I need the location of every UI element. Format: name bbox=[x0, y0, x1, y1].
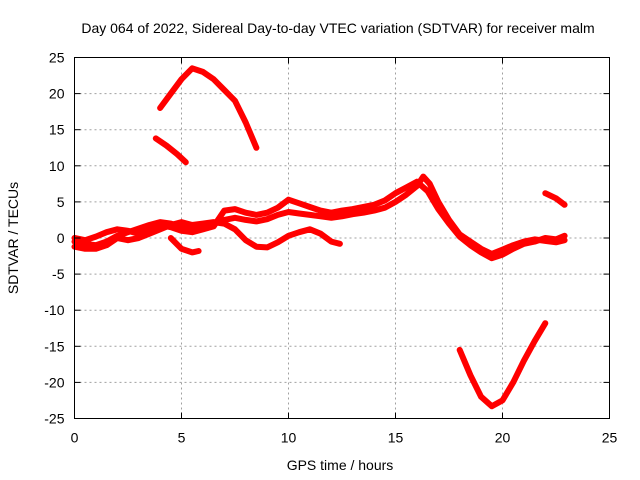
y-tick-label: -25 bbox=[44, 411, 64, 427]
series-layer bbox=[71, 65, 568, 410]
y-tick-labels: -25 -20 -15 -10 -5 0 5 10 15 20 25 bbox=[44, 50, 64, 427]
x-tick-label: 20 bbox=[495, 430, 511, 446]
x-tick-labels: 0 5 10 15 20 25 bbox=[71, 430, 618, 446]
series-trace-f bbox=[152, 135, 189, 166]
y-tick-label: 25 bbox=[49, 50, 65, 66]
x-tick-label: 15 bbox=[388, 430, 404, 446]
y-tick-label: 0 bbox=[57, 230, 65, 246]
series-trace-d bbox=[167, 235, 202, 256]
y-tick-label: 15 bbox=[49, 122, 65, 138]
x-axis-label: GPS time / hours bbox=[287, 457, 394, 473]
series-trace-a bbox=[71, 173, 568, 257]
x-tick-label: 5 bbox=[178, 430, 186, 446]
x-tick-label: 0 bbox=[71, 430, 79, 446]
x-tick-label: 10 bbox=[281, 430, 297, 446]
y-tick-label: -10 bbox=[44, 302, 64, 318]
x-tick-label: 25 bbox=[602, 430, 618, 446]
y-tick-label: 5 bbox=[57, 194, 65, 210]
series-trace-g bbox=[456, 320, 549, 410]
series-trace-e bbox=[157, 65, 260, 151]
y-axis-label: SDTVAR / TECUs bbox=[5, 182, 21, 294]
y-tick-label: -15 bbox=[44, 338, 64, 354]
series-trace-h bbox=[542, 190, 568, 208]
axis-ticks bbox=[74, 57, 610, 419]
y-tick-label: 20 bbox=[49, 86, 65, 102]
chart-title: Day 064 of 2022, Sidereal Day-to-day VTE… bbox=[81, 20, 594, 36]
y-tick-label: -5 bbox=[52, 266, 65, 282]
grid bbox=[74, 57, 610, 419]
y-tick-label: 10 bbox=[49, 158, 65, 174]
y-tick-label: -20 bbox=[44, 374, 64, 390]
series-trace-b bbox=[71, 178, 568, 262]
series-trace-c bbox=[71, 219, 343, 252]
